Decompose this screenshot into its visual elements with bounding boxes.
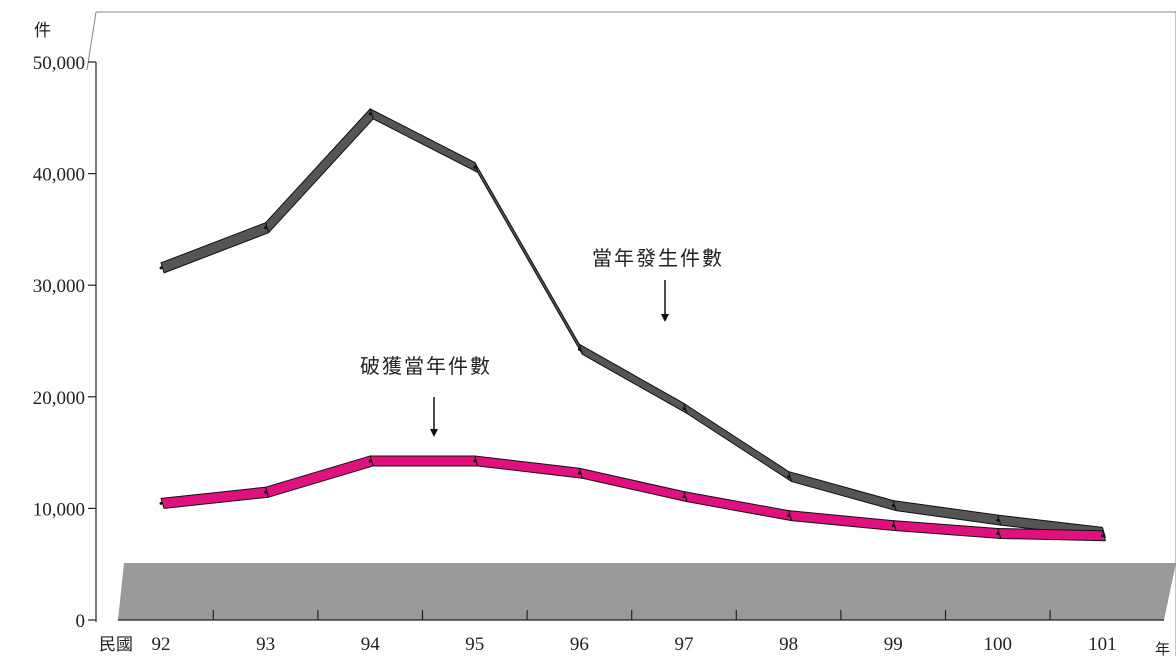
series-segment bbox=[474, 455, 583, 479]
x-tick-label: 95 bbox=[465, 634, 484, 655]
data-point bbox=[473, 459, 477, 463]
series-segment bbox=[997, 527, 1106, 542]
series-segment bbox=[474, 161, 583, 355]
series-2-ribbon bbox=[159, 455, 1106, 542]
data-point bbox=[891, 524, 895, 528]
series-segment bbox=[788, 510, 897, 532]
data-point bbox=[682, 406, 686, 410]
x-tick-label: 92 bbox=[152, 634, 171, 655]
y-tick-label: 30,000 bbox=[33, 276, 85, 297]
data-point bbox=[577, 347, 581, 351]
data-point bbox=[159, 501, 163, 505]
x-axis-prefix: 民國 bbox=[99, 635, 133, 655]
series-segment bbox=[683, 402, 793, 483]
series-segment bbox=[265, 455, 374, 498]
series-segment bbox=[160, 486, 270, 509]
x-axis-title: 年 bbox=[1155, 640, 1170, 656]
data-point bbox=[996, 518, 1000, 522]
chart-frame bbox=[86, 11, 1176, 656]
y-tick-label: 0 bbox=[76, 611, 86, 632]
data-point bbox=[368, 459, 372, 463]
series-segment bbox=[369, 455, 479, 467]
x-tick-label: 97 bbox=[675, 634, 694, 655]
series-segment bbox=[788, 471, 897, 512]
data-point bbox=[787, 514, 791, 518]
y-tick-label: 40,000 bbox=[33, 165, 85, 186]
y-tick-label: 50,000 bbox=[33, 53, 85, 74]
data-point bbox=[264, 226, 268, 230]
data-point bbox=[1100, 534, 1104, 538]
y-tick-label: 20,000 bbox=[33, 388, 85, 409]
data-point bbox=[159, 266, 163, 270]
x-tick-label: 101 bbox=[1088, 634, 1117, 655]
data-point bbox=[787, 475, 791, 479]
x-tick-label: 100 bbox=[984, 634, 1013, 655]
y-axis-title: 件 bbox=[34, 21, 51, 41]
x-tick-label: 98 bbox=[779, 634, 798, 655]
chart-floor bbox=[118, 563, 1176, 620]
annotation-arrowhead bbox=[430, 429, 438, 437]
data-point bbox=[891, 504, 895, 508]
series-2-annotation: 破獲當年件數 bbox=[360, 354, 492, 378]
x-tick-label: 93 bbox=[256, 634, 275, 655]
x-tick-label: 96 bbox=[570, 634, 589, 655]
series-1-annotation: 當年發生件數 bbox=[592, 246, 724, 270]
data-point bbox=[473, 165, 477, 169]
data-point bbox=[368, 112, 372, 116]
series-segment bbox=[369, 108, 479, 173]
series-segment bbox=[578, 467, 688, 503]
data-point bbox=[682, 495, 686, 499]
annotation-arrowhead bbox=[661, 314, 669, 322]
series-segment bbox=[578, 343, 688, 414]
series-segment bbox=[160, 222, 270, 274]
series-1-ribbon bbox=[159, 108, 1106, 538]
series-segment bbox=[683, 491, 793, 522]
series-segment bbox=[265, 108, 374, 234]
x-tick-label: 99 bbox=[884, 634, 903, 655]
y-tick-label: 10,000 bbox=[33, 499, 85, 520]
data-point bbox=[996, 531, 1000, 535]
data-point bbox=[264, 490, 268, 494]
data-point bbox=[577, 471, 581, 475]
x-tick-label: 94 bbox=[361, 634, 381, 655]
